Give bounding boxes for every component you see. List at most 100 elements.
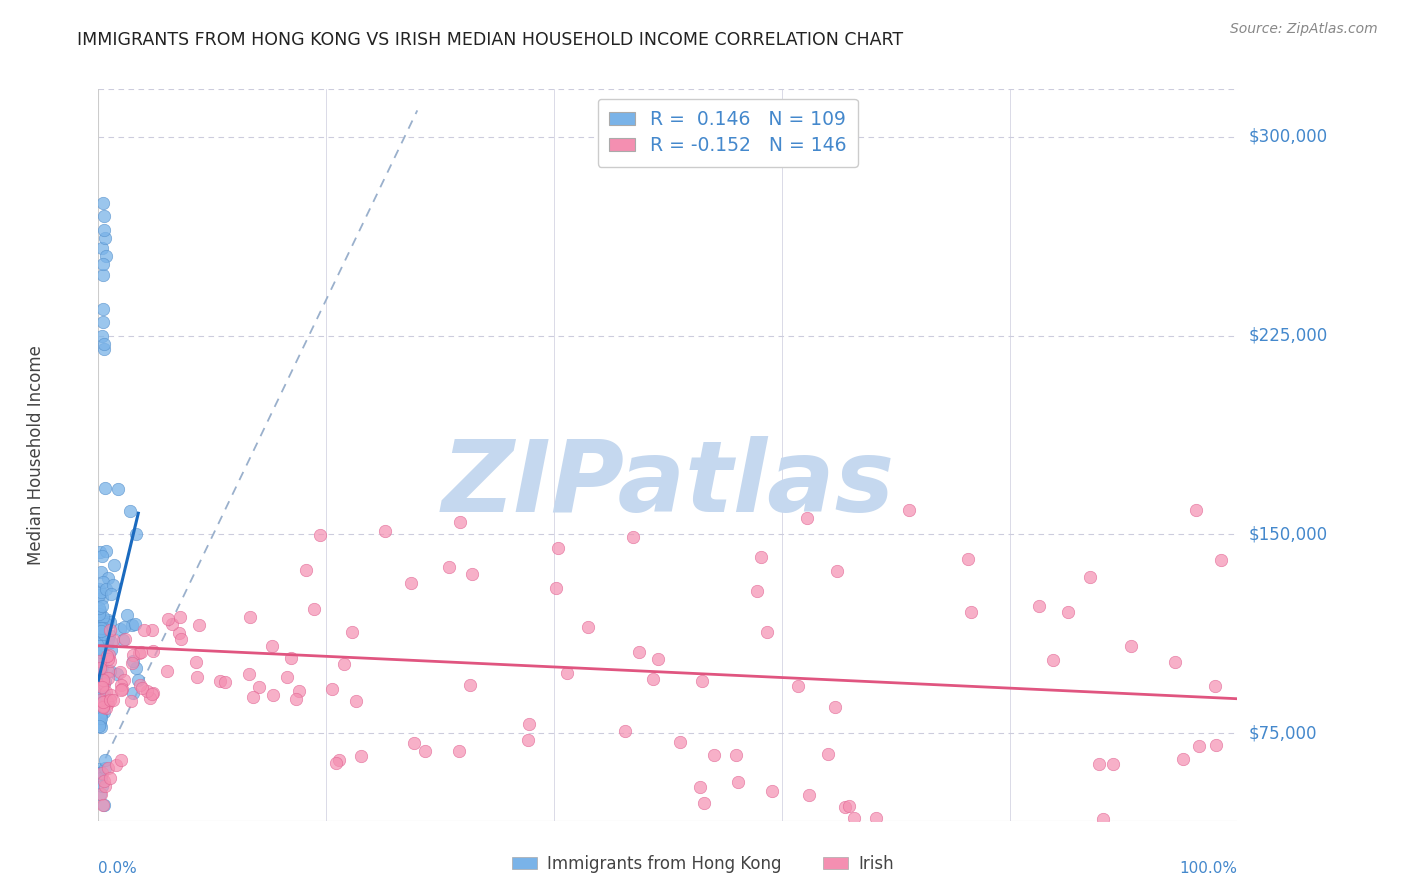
Point: [101, 578, 124, 592]
Point: [399, 575, 422, 590]
Text: $225,000: $225,000: [1249, 326, 1327, 344]
Point: [91, 574, 114, 589]
Point: [90, 674, 112, 689]
Point: [517, 717, 540, 731]
Text: 0.0%: 0.0%: [98, 861, 138, 876]
Point: [94, 685, 117, 699]
Point: [121, 657, 143, 671]
Point: [693, 797, 716, 811]
Point: [167, 626, 190, 640]
Point: [239, 610, 262, 624]
Point: [94, 481, 117, 495]
Point: [97, 665, 120, 679]
Point: [93, 230, 115, 244]
Point: [93, 623, 115, 637]
Point: [115, 607, 138, 622]
Point: [93, 687, 115, 701]
Point: [285, 692, 308, 706]
Point: [105, 667, 128, 681]
Point: [90, 771, 112, 785]
Point: [834, 800, 856, 814]
Point: [1188, 739, 1211, 754]
Point: [799, 788, 821, 802]
Point: [689, 780, 711, 795]
Point: [98, 654, 121, 668]
Point: [546, 582, 568, 596]
Point: [121, 617, 143, 632]
Point: [89, 766, 111, 780]
Point: [555, 665, 578, 680]
Point: [214, 674, 236, 689]
Point: [321, 681, 343, 696]
Point: [87, 719, 110, 733]
Point: [141, 688, 163, 702]
Point: [96, 761, 118, 775]
Point: [956, 552, 979, 566]
Point: [90, 643, 112, 657]
Legend: Immigrants from Hong Kong, Irish: Immigrants from Hong Kong, Irish: [505, 848, 901, 880]
Point: [516, 733, 538, 747]
Point: [90, 613, 112, 627]
Point: [90, 720, 112, 734]
Point: [89, 666, 111, 681]
Point: [90, 766, 112, 780]
Point: [91, 591, 114, 606]
Point: [103, 693, 125, 707]
Point: [1088, 757, 1111, 772]
Text: 100.0%: 100.0%: [1180, 861, 1237, 876]
Point: [186, 669, 208, 683]
Point: [1171, 752, 1194, 766]
Point: [100, 688, 122, 702]
Point: [91, 302, 114, 317]
Point: [91, 675, 114, 690]
Text: $150,000: $150,000: [1249, 525, 1327, 543]
Text: ZIPatlas: ZIPatlas: [441, 435, 894, 533]
Point: [547, 541, 569, 556]
Point: [122, 654, 145, 668]
Point: [787, 679, 810, 693]
Point: [1078, 570, 1101, 584]
Point: [91, 676, 114, 690]
Point: [111, 633, 134, 648]
Point: [122, 686, 145, 700]
Point: [825, 564, 848, 578]
Point: [614, 724, 637, 739]
Point: [1091, 813, 1114, 827]
Point: [96, 543, 118, 558]
Point: [169, 609, 191, 624]
Point: [90, 706, 112, 721]
Point: [91, 699, 114, 714]
Point: [91, 779, 114, 793]
Point: [627, 644, 650, 658]
Point: [247, 680, 270, 694]
Point: [96, 652, 118, 666]
Point: [340, 624, 363, 639]
Point: [108, 665, 131, 679]
Point: [262, 689, 284, 703]
Point: [87, 653, 110, 667]
Point: [91, 698, 114, 713]
Point: [374, 524, 396, 539]
Point: [90, 645, 112, 659]
Point: [824, 699, 846, 714]
Point: [91, 797, 114, 812]
Point: [93, 652, 115, 666]
Point: [332, 657, 354, 672]
Point: [98, 692, 121, 706]
Point: [1121, 640, 1143, 654]
Point: [135, 684, 157, 698]
Point: [89, 588, 111, 602]
Point: [110, 683, 132, 698]
Point: [87, 762, 110, 776]
Point: [138, 691, 160, 706]
Point: [641, 672, 664, 686]
Point: [91, 680, 114, 694]
Point: [91, 699, 114, 714]
Point: [91, 678, 114, 692]
Point: [461, 566, 484, 581]
Point: [90, 787, 112, 801]
Point: [110, 677, 132, 691]
Point: [865, 811, 887, 825]
Point: [89, 679, 111, 693]
Point: [898, 503, 921, 517]
